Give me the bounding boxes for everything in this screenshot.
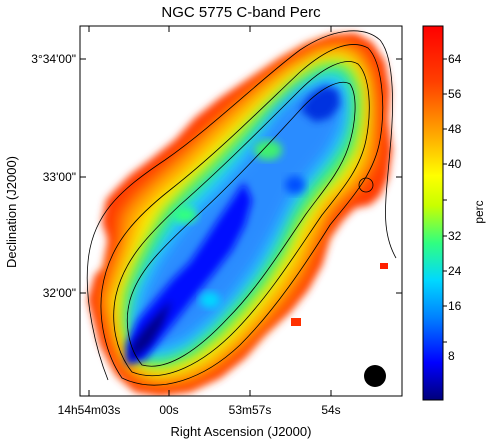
polarization-image bbox=[88, 33, 392, 396]
x-tick-label: 14h54m03s bbox=[58, 403, 121, 417]
colorbar-tick-label: 48 bbox=[448, 122, 462, 136]
x-tick-label: 53m57s bbox=[229, 403, 272, 417]
colorbar-tick-label: 32 bbox=[448, 229, 462, 243]
colorbar-tick-marks bbox=[443, 58, 447, 343]
y-tick-label: 33'00" bbox=[43, 170, 76, 184]
y-axis-label: Declination (J2000) bbox=[4, 156, 19, 268]
colorbar-tick-label: 56 bbox=[448, 87, 462, 101]
plot-frame bbox=[79, 25, 403, 397]
colorbar-tick-label: 64 bbox=[448, 52, 462, 66]
plot-title: NGC 5775 C-band Perc bbox=[161, 4, 321, 21]
colorbar bbox=[422, 25, 444, 401]
x-tick-label: 54s bbox=[321, 403, 340, 417]
beam-marker bbox=[364, 365, 386, 387]
x-tick-label: 00s bbox=[159, 403, 178, 417]
colorbar-tick-label: 8 bbox=[448, 349, 455, 363]
x-axis-label: Right Ascension (J2000) bbox=[171, 424, 312, 439]
colorbar-tick-label: 16 bbox=[448, 299, 462, 313]
y-tick-label: 32'00" bbox=[43, 286, 76, 300]
x-tick-marks bbox=[88, 26, 332, 396]
colorbar-tick-label: 24 bbox=[448, 264, 462, 278]
colorbar-tick-label: 40 bbox=[448, 157, 462, 171]
intensity-contours bbox=[86, 30, 397, 386]
y-tick-label: 3°34'00" bbox=[31, 52, 76, 66]
y-tick-marks bbox=[80, 58, 402, 294]
colorbar-label: perc bbox=[472, 200, 486, 223]
